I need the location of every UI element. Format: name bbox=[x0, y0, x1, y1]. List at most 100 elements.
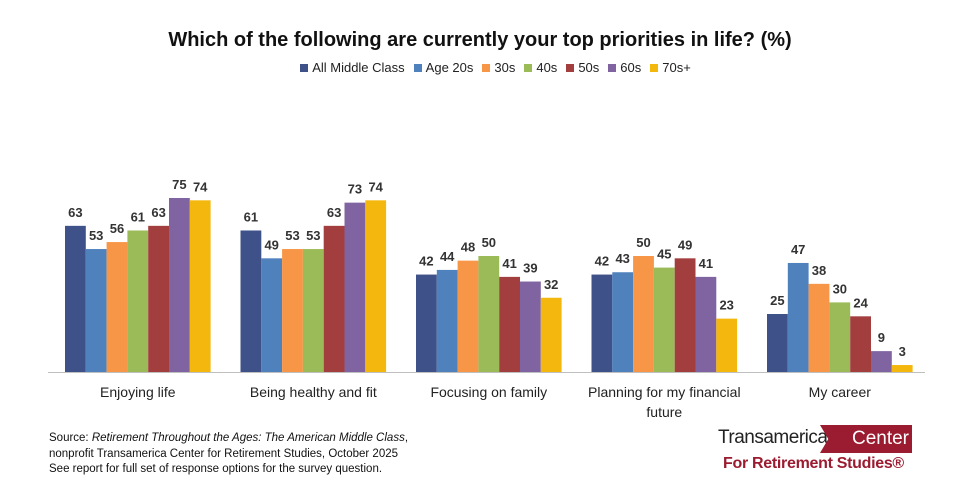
data-label: 9 bbox=[878, 330, 885, 345]
bar bbox=[695, 276, 717, 372]
bar bbox=[148, 225, 169, 372]
data-label: 3 bbox=[899, 344, 906, 359]
legend-swatch bbox=[413, 63, 422, 72]
data-label: 56 bbox=[110, 221, 124, 236]
legend-item: 30s bbox=[482, 60, 515, 75]
logo-line2: For Retirement Studies® bbox=[723, 455, 904, 472]
data-label: 49 bbox=[264, 237, 278, 252]
data-label: 74 bbox=[368, 179, 383, 194]
category-label: Being healthy and fit bbox=[250, 384, 377, 400]
bar bbox=[436, 269, 458, 372]
logo-word2: Center bbox=[820, 425, 912, 453]
data-label: 53 bbox=[285, 228, 299, 243]
legend-label: Age 20s bbox=[425, 60, 474, 75]
bar bbox=[540, 297, 562, 372]
bar bbox=[416, 274, 437, 372]
data-label: 41 bbox=[502, 256, 516, 271]
legend-label: 40s bbox=[536, 60, 558, 75]
data-label: 61 bbox=[244, 209, 258, 224]
bar-chart: 63 53 56 61 63 75 74 Enjoying life 61 49 53 53 63 73 7… bbox=[48, 177, 925, 420]
logo-word1: Transamerica bbox=[718, 427, 828, 448]
bar bbox=[808, 283, 830, 372]
data-label: 23 bbox=[719, 298, 733, 313]
legend-swatch bbox=[650, 63, 659, 72]
data-label: 63 bbox=[327, 205, 341, 220]
legend-item: 40s bbox=[524, 60, 557, 75]
legend-item: 70s+ bbox=[650, 60, 691, 75]
category-label: Planning for my financial bbox=[588, 384, 741, 400]
data-label: 24 bbox=[853, 295, 868, 310]
legend-label: 30s bbox=[494, 60, 516, 75]
data-label: 73 bbox=[348, 182, 362, 197]
legend-item: 50s bbox=[566, 60, 599, 75]
bar bbox=[189, 200, 211, 372]
data-label: 49 bbox=[678, 237, 692, 252]
bar bbox=[302, 249, 324, 372]
data-label: 41 bbox=[699, 256, 713, 271]
bar bbox=[282, 249, 303, 372]
source-report-title: Retirement Throughout the Ages: The Amer… bbox=[91, 432, 405, 444]
bar bbox=[344, 202, 366, 372]
bar bbox=[612, 272, 634, 372]
data-label: 39 bbox=[523, 261, 537, 276]
bar bbox=[106, 242, 128, 372]
bar bbox=[261, 258, 283, 372]
bar bbox=[871, 351, 892, 372]
bar bbox=[787, 262, 809, 372]
bar bbox=[829, 302, 851, 372]
data-label: 42 bbox=[595, 254, 609, 269]
bar bbox=[591, 274, 613, 372]
data-label: 43 bbox=[615, 251, 629, 266]
data-label: 25 bbox=[770, 293, 784, 308]
bar bbox=[674, 258, 696, 372]
legend-swatch bbox=[524, 63, 533, 72]
bar bbox=[365, 200, 387, 372]
bar bbox=[85, 249, 107, 372]
bar bbox=[891, 365, 913, 372]
data-label: 30 bbox=[833, 281, 847, 296]
bar bbox=[633, 256, 654, 372]
legend-swatch bbox=[566, 63, 575, 72]
legend-label: 50s bbox=[578, 60, 600, 75]
data-label: 63 bbox=[68, 205, 82, 220]
data-label: 45 bbox=[657, 247, 671, 262]
bar bbox=[499, 276, 520, 372]
data-label: 42 bbox=[419, 254, 433, 269]
bar bbox=[127, 230, 149, 372]
legend-item: All Middle Class bbox=[300, 60, 405, 75]
bar bbox=[457, 260, 479, 372]
data-label: 53 bbox=[306, 228, 320, 243]
legend-swatch bbox=[300, 63, 309, 72]
category-label: Enjoying life bbox=[100, 384, 176, 400]
category-label: future bbox=[646, 404, 682, 420]
category-label: Focusing on family bbox=[430, 384, 547, 400]
bar bbox=[169, 198, 190, 372]
source-line2: nonprofit Transamerica Center for Retire… bbox=[49, 447, 399, 460]
legend-label: 60s bbox=[620, 60, 642, 75]
category-label: My career bbox=[809, 384, 872, 400]
legend-swatch bbox=[482, 63, 491, 72]
bar bbox=[716, 318, 738, 372]
data-label: 50 bbox=[482, 235, 496, 250]
data-label: 74 bbox=[193, 179, 208, 194]
bar bbox=[323, 225, 345, 372]
bar bbox=[653, 267, 675, 372]
data-label: 61 bbox=[131, 209, 145, 224]
source-prefix: Source: bbox=[49, 432, 92, 444]
bar bbox=[65, 225, 86, 372]
source-comma: , bbox=[404, 432, 409, 444]
data-label: 53 bbox=[89, 228, 103, 243]
source-line3: See report for full set of response opti… bbox=[49, 463, 383, 475]
legend-item: Age 20s bbox=[413, 60, 474, 75]
bar bbox=[520, 281, 541, 372]
data-label: 48 bbox=[461, 240, 475, 255]
legend-label: 70s+ bbox=[662, 60, 691, 75]
bar bbox=[850, 316, 871, 372]
source-note: Source: Retirement Throughout the Ages: … bbox=[49, 431, 408, 478]
chart-title: Which of the following are currently you… bbox=[168, 29, 792, 51]
data-label: 50 bbox=[636, 235, 650, 250]
data-label: 63 bbox=[151, 205, 165, 220]
data-label: 32 bbox=[544, 277, 558, 292]
bar bbox=[767, 314, 788, 372]
bar bbox=[240, 230, 262, 372]
